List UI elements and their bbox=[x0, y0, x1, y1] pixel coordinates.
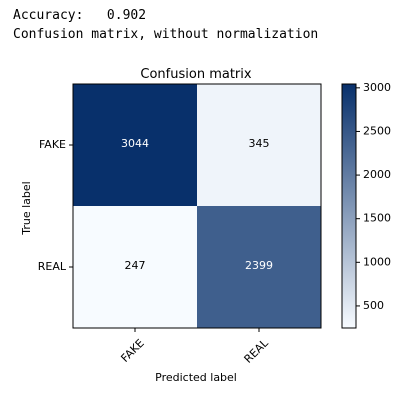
colorbar-tick-label: 1500 bbox=[363, 212, 391, 225]
cell-value-label: 2399 bbox=[245, 259, 273, 272]
x-tick-label: FAKE bbox=[118, 337, 146, 365]
heatmap-cell bbox=[197, 206, 321, 328]
x-axis-label: Predicted label bbox=[155, 371, 237, 384]
heatmap-cell bbox=[73, 84, 197, 206]
heatmap-cell bbox=[73, 206, 197, 328]
colorbar bbox=[341, 83, 357, 329]
console-output: Accuracy: 0.902 Confusion matrix, without… bbox=[13, 6, 318, 44]
colorbar-tick-label: 3000 bbox=[363, 81, 391, 94]
plot-frame bbox=[72, 83, 322, 329]
colorbar-tick-label: 500 bbox=[363, 299, 384, 312]
colorbar-tick-label: 2000 bbox=[363, 168, 391, 181]
cell-value-label: 247 bbox=[125, 259, 146, 272]
colorbar-tick-label: 2500 bbox=[363, 124, 391, 137]
chart-title: Confusion matrix bbox=[140, 67, 251, 82]
y-tick-label: REAL bbox=[38, 260, 67, 273]
heatmap-cell bbox=[197, 84, 321, 206]
cell-value-label: 345 bbox=[249, 137, 270, 150]
subtitle-line: Confusion matrix, without normalization bbox=[13, 27, 319, 42]
accuracy-line: Accuracy: 0.902 bbox=[13, 8, 147, 23]
y-axis-label: True label bbox=[20, 181, 33, 235]
colorbar-tick-label: 1000 bbox=[363, 255, 391, 268]
cell-value-label: 3044 bbox=[121, 137, 149, 150]
x-tick-label: REAL bbox=[242, 336, 272, 366]
y-tick-label: FAKE bbox=[39, 138, 66, 151]
